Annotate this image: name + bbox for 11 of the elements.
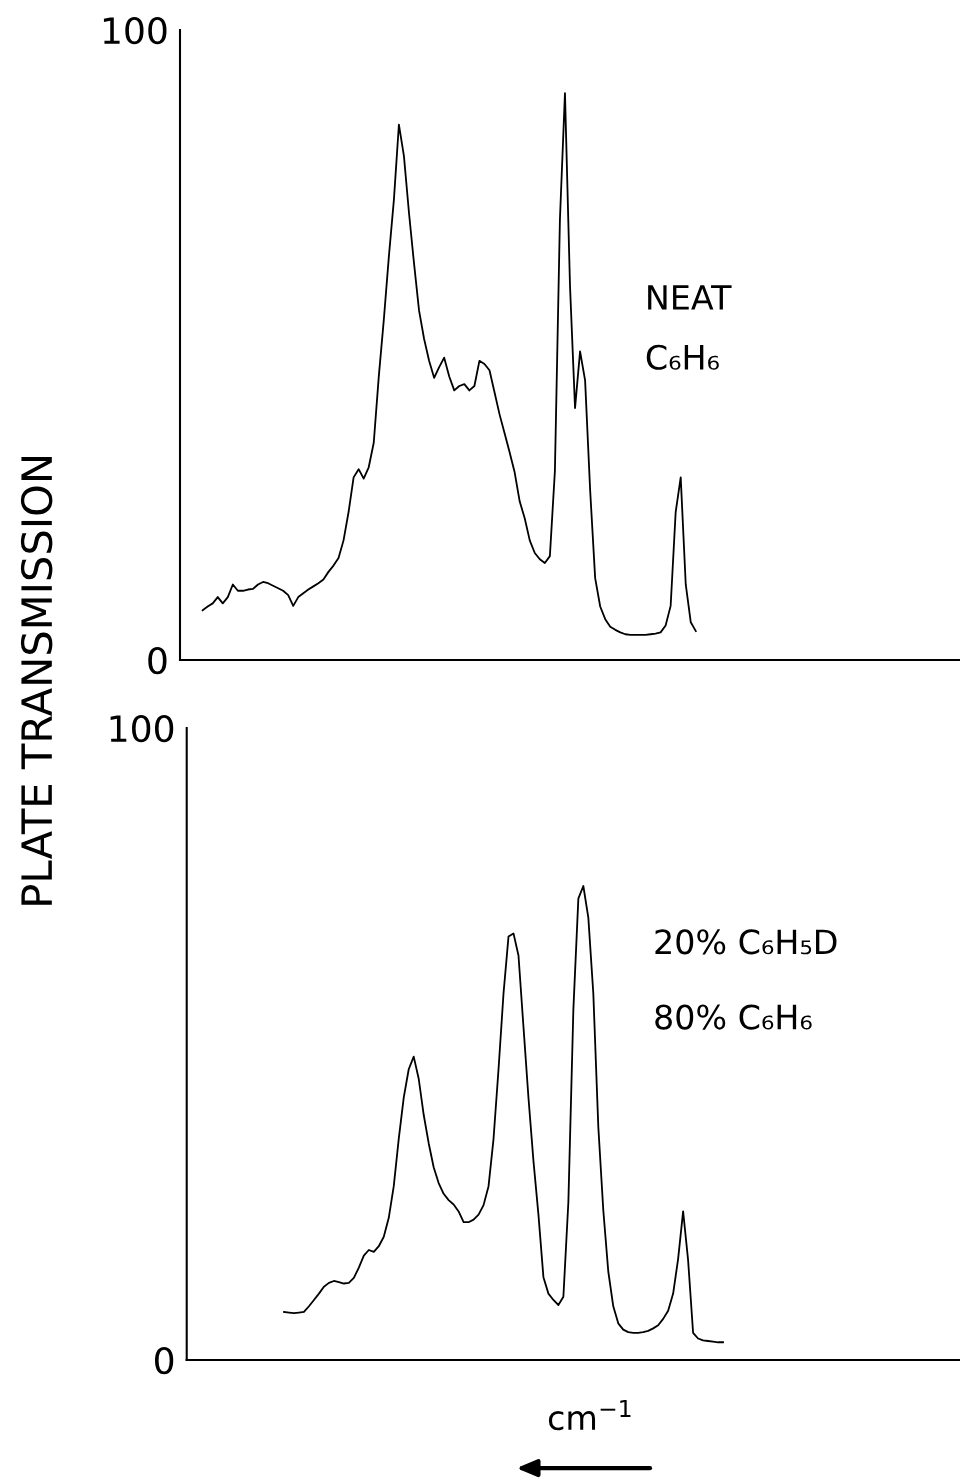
y-tick-label: 0 <box>155 1346 174 1375</box>
annotation: C₆H₆ <box>646 344 719 370</box>
y-tick-label: 100 <box>110 714 174 743</box>
y-tick-label: 100 <box>103 16 167 45</box>
line-series <box>283 885 724 1344</box>
y-tick-label: 0 <box>148 647 167 675</box>
annotation: NEAT <box>648 285 732 310</box>
y-axis-title: PLATE TRANSMISSION <box>20 456 53 905</box>
annotation: 80% C₆H₆ <box>655 1004 812 1030</box>
x-axis-title: cm$^{−1}$ <box>548 1400 631 1431</box>
annotation: 20% C₆H₅D <box>655 929 837 955</box>
